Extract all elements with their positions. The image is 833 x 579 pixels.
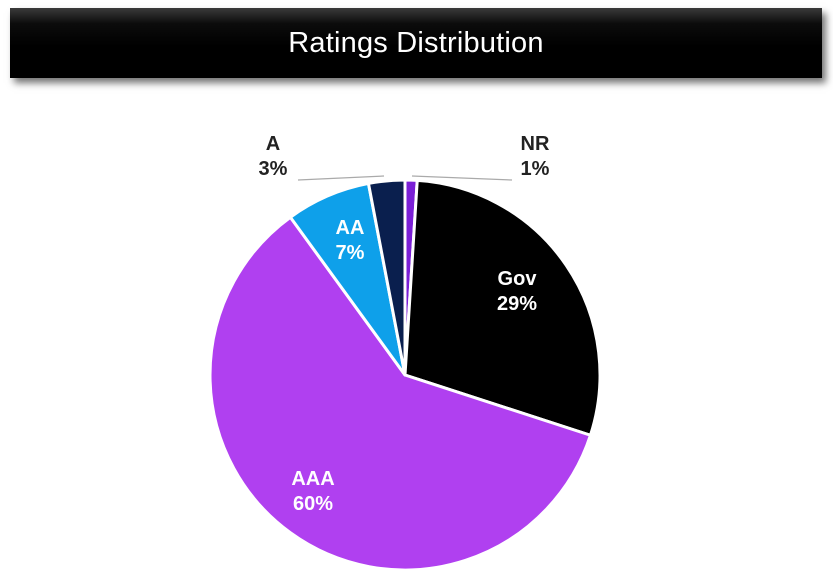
slice-percent-gov: 29%: [497, 293, 537, 315]
chart-title: Ratings Distribution: [288, 26, 544, 59]
slice-label-gov: Gov: [498, 268, 538, 290]
title-banner: Ratings Distribution: [10, 8, 822, 78]
pie-slice-gov: [403, 178, 602, 437]
slice-percent-aa: 7%: [336, 242, 365, 264]
pie-slice-aaa: [208, 215, 592, 572]
leader-line-nr: [411, 175, 513, 181]
slice-label-nr: NR: [521, 133, 550, 155]
slice-label-aa: AA: [336, 217, 365, 239]
slice-percent-nr: 1%: [521, 158, 550, 180]
slice-label-aaa: AAA: [291, 468, 334, 490]
slice-label-a: A: [266, 133, 280, 155]
slice-percent-aaa: 60%: [293, 493, 333, 515]
slice-percent-a: 3%: [259, 158, 288, 180]
leader-line-a: [297, 175, 385, 181]
pie-slice-a: [366, 178, 407, 377]
